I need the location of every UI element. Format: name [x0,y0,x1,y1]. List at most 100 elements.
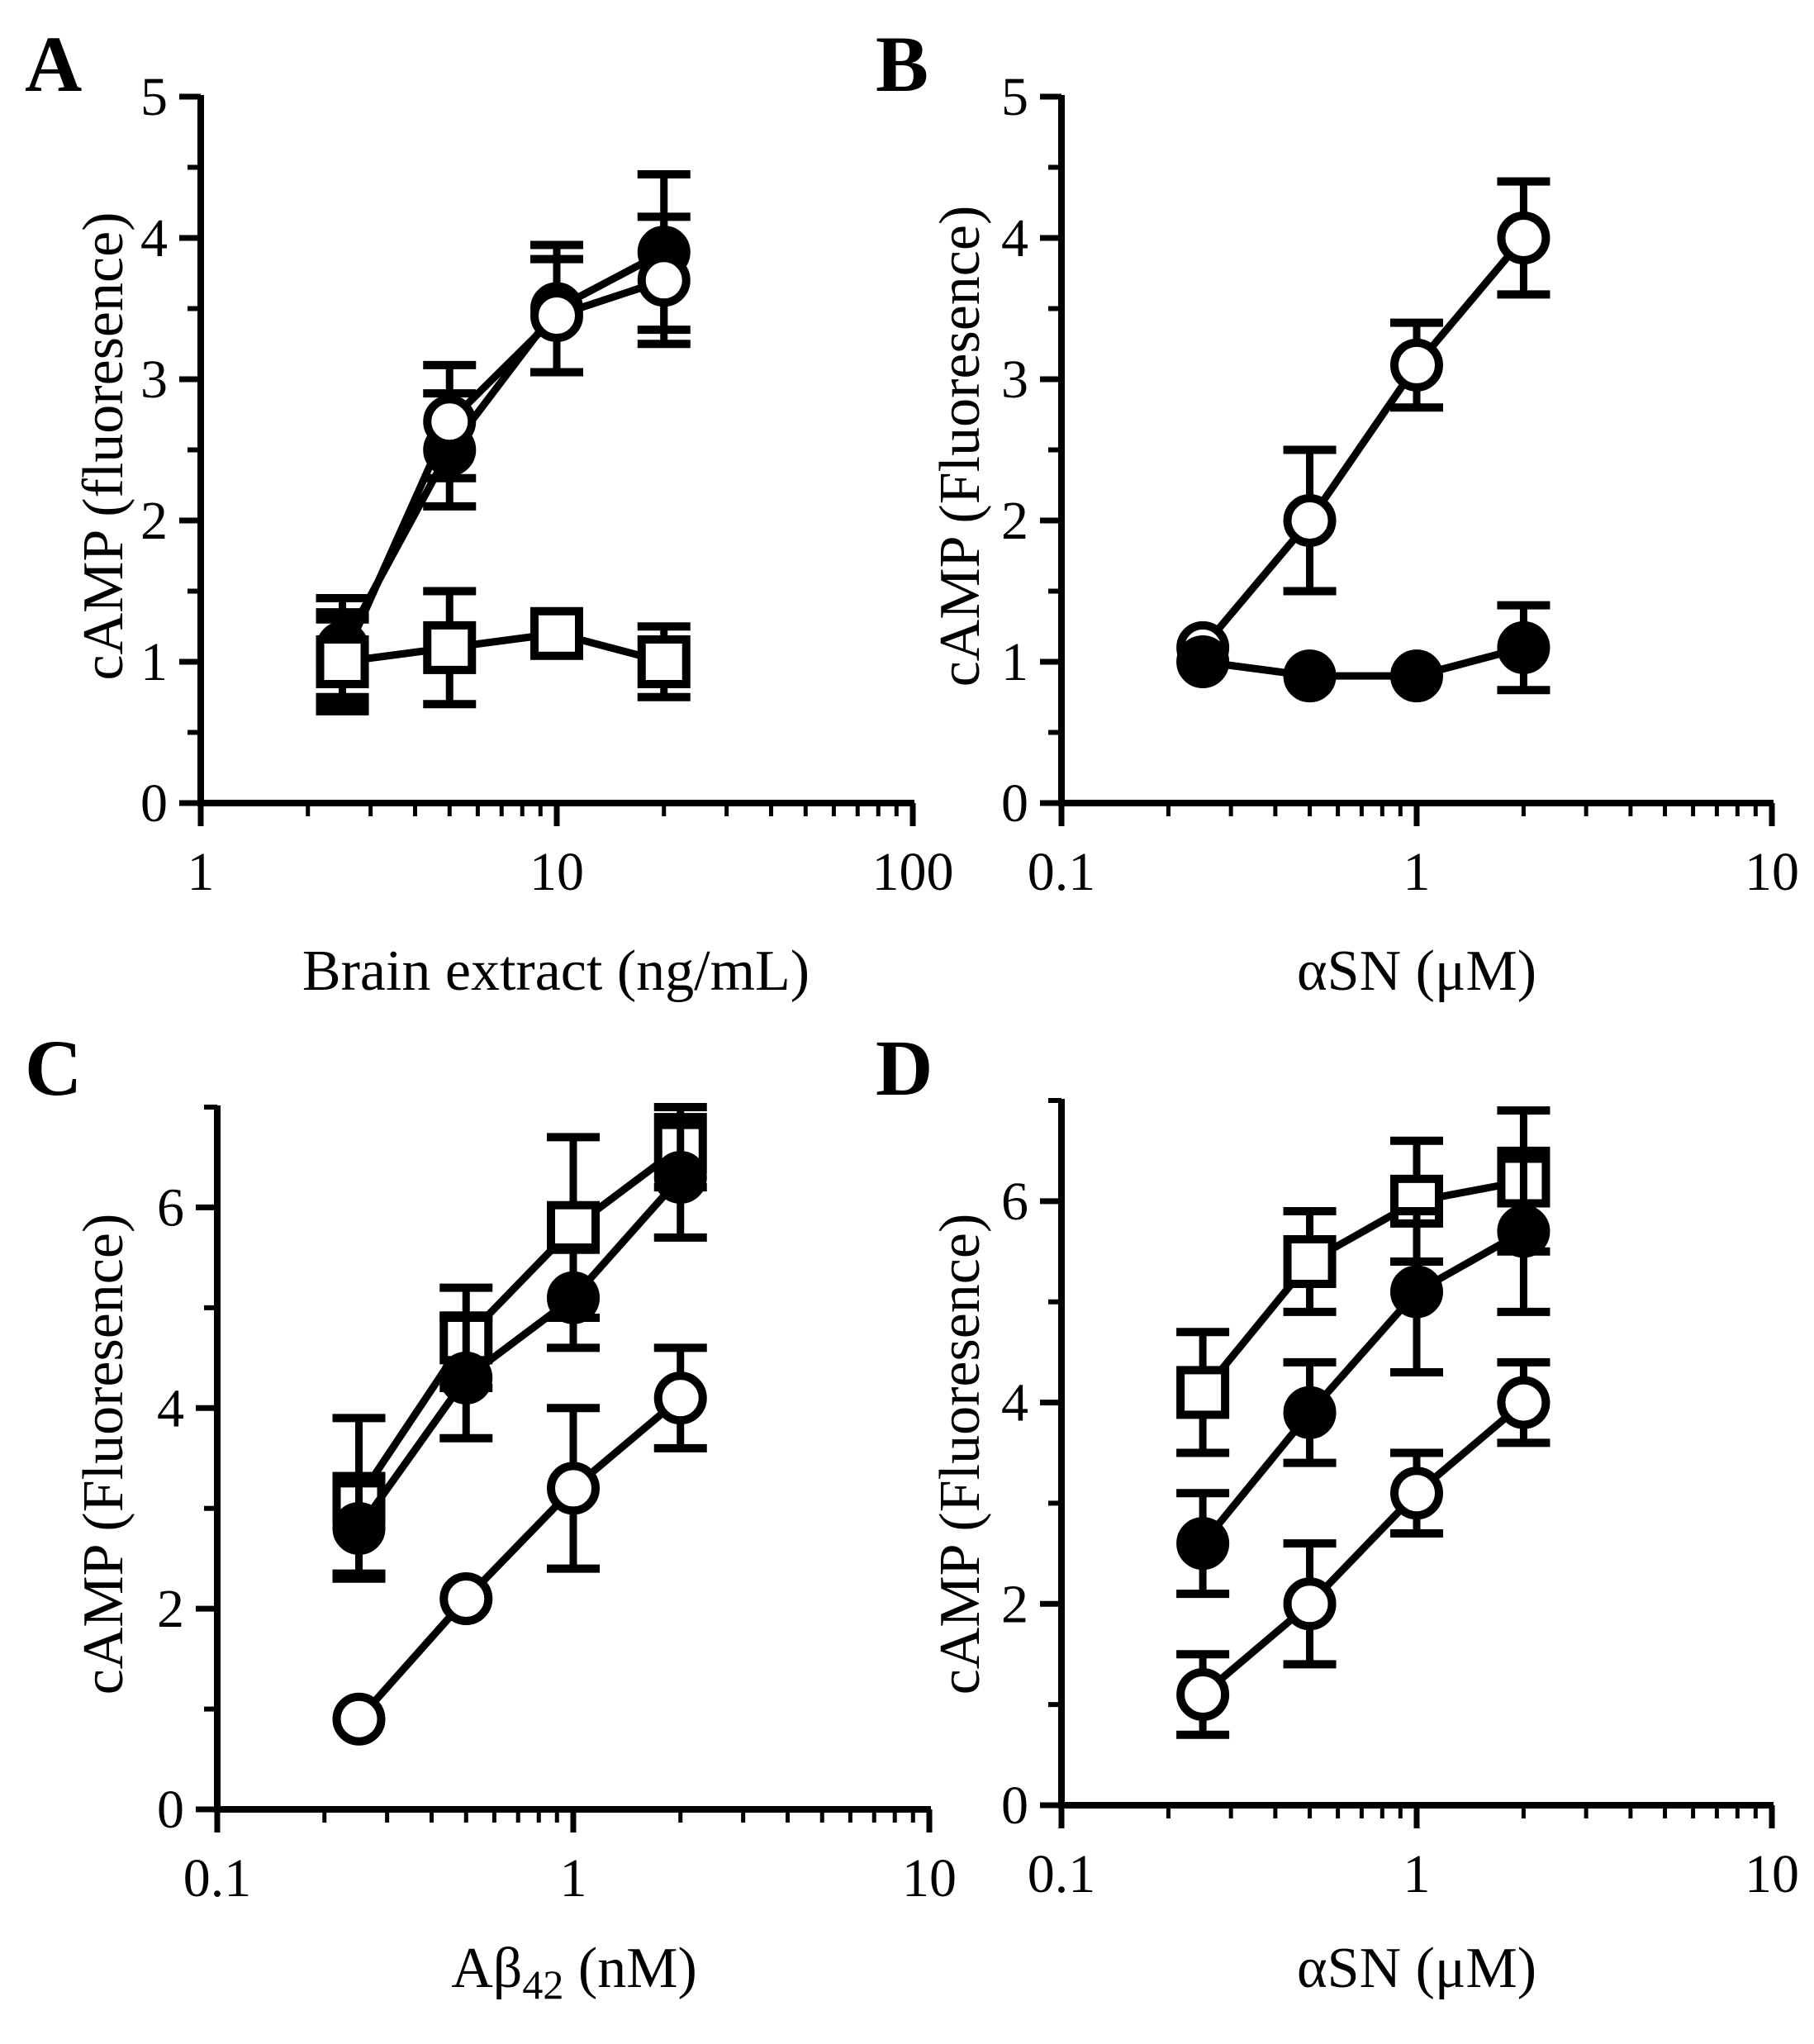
panel-b-filled-circle-line [1202,644,1525,680]
panel-c-open-square-point [547,1200,600,1254]
panel-c-open-circle-series [332,1343,707,1746]
panel-c-y-tick-label: 4 [157,1378,184,1438]
panel-c-y-tick-label: 0 [157,1780,184,1840]
panel-c-filled-circle-point [332,1502,386,1555]
panel-c-open-square-line [355,1143,683,1501]
panel-d-x-tick-label: 10 [1745,1844,1799,1904]
panel-d-open-circle-point [1283,1577,1337,1631]
panel-d-open-circle-line [1200,1400,1527,1698]
panel-a-x-tick-label: 100 [872,842,954,902]
panel-b-filled-circle-point [1283,649,1337,703]
panel-c-filled-circle-point [439,1351,493,1405]
panel-b-x-tick-label: 0.1 [1028,842,1096,902]
panel-d-y-tick-label: 6 [1001,1172,1028,1232]
panel-a-open-circle-point [637,254,691,307]
panel-a-open-square-series [316,587,691,715]
panel-label-b: B [876,20,928,108]
panel-d-open-square-line [1199,1177,1525,1395]
panel-b-filled-circle-point [1390,649,1443,703]
panel-c-x-tick-label: 10 [902,1848,957,1909]
panel-d-filled-circle-point [1176,1517,1230,1571]
panel-c-open-square-series [332,1103,707,1583]
panel-d-open-square-point [1176,1366,1230,1419]
panel-b-filled-circle-point [1497,620,1550,674]
panel-a-open-square-point [637,635,691,688]
panel-a-open-square-point [316,635,369,688]
panel-b-x-tick-label: 1 [1403,842,1431,902]
panel-c-filled-circle-point [547,1271,600,1324]
panel-d-y-tick-label: 4 [1001,1373,1028,1433]
panel-a-y-tick-label: 3 [140,349,168,410]
panel-d-y-tick-label: 2 [1001,1574,1028,1634]
panel-a-y-tick-label: 4 [140,208,168,269]
panel-d-open-square-point [1283,1234,1337,1288]
panel-d-open-square-series [1176,1106,1550,1457]
panel-d-x-axis-title: αSN (μM) [1297,1937,1536,2000]
panel-c-x-tick-label: 0.1 [183,1848,252,1909]
panel-d-ticks: 0 2 4 6 0.1 1 10 [1001,1098,1799,1904]
panel-a-x-tick-label: 1 [188,842,215,902]
panel-d-open-circle-point [1176,1667,1230,1721]
panel-d-filled-circle-point [1390,1265,1443,1319]
panel-b-series [1176,177,1550,703]
panel-c: C 0 2 4 6 0.1 1 10 Aβ42 (nM) cAMP (Fluoresence… [25,1024,957,2008]
panel-c-open-circle-point [547,1462,600,1515]
panel-b-open-circle-point [1283,494,1337,547]
panel-b-filled-circle-series [1176,601,1550,703]
panel-d-y-tick-label: 0 [1001,1775,1028,1836]
panel-b-open-circle-point [1390,338,1443,392]
panel-c-y-tick-label: 2 [157,1579,184,1639]
panel-label-c: C [25,1024,82,1112]
panel-a-axes [197,95,914,806]
panel-b-x-axis-title: αSN (μM) [1297,939,1536,1003]
panel-b-ticks: 0 1 2 3 4 5 0.1 1 10 [1001,67,1799,902]
panel-d-x-tick-label: 0.1 [1028,1844,1096,1904]
panel-b-y-tick-label: 0 [1001,773,1028,834]
panel-c-open-circle-point [439,1572,493,1625]
panel-d-filled-circle-point [1497,1205,1550,1258]
panel-c-open-circle-line [356,1395,683,1722]
panel-a-filled-circle-series [316,170,691,701]
panel-b-y-tick-label: 5 [1001,67,1028,127]
panel-a-x-tick-label: 10 [529,842,584,902]
panel-b-y-tick-label: 3 [1001,349,1028,410]
panel-c-x-axis-title: Aβ42 (nM) [451,1937,697,2008]
panel-a-y-tick-label: 0 [140,773,168,834]
panel-a-filled-circle-line [339,249,666,650]
panel-a-open-square-point [423,620,477,674]
panel-d-x-tick-label: 1 [1403,1844,1431,1904]
panel-d-open-circle-point [1390,1466,1443,1520]
panel-b-y-tick-label: 1 [1001,632,1028,692]
panel-d-filled-circle-line [1199,1228,1526,1547]
panel-c-open-circle-point [653,1371,707,1425]
panel-d-filled-circle-series [1176,1146,1550,1599]
panel-b-open-circle-point [1497,212,1550,264]
panel-d: D 0 2 4 6 0.1 1 10 αSN (μM) cAMP (Fluoresence) [876,1024,1799,2000]
panel-label-a: A [25,20,82,108]
panel-a-y-tick-label: 5 [140,67,168,127]
panel-a-open-square-line [341,630,665,666]
panel-a-open-circle-line [339,277,666,663]
panel-a-y-tick-label: 1 [140,632,168,692]
panel-b-y-tick-label: 4 [1001,208,1028,269]
panel-d-open-circle-series [1176,1357,1550,1739]
panel-a-open-circle-point [530,289,583,343]
panel-d-open-circle-point [1497,1376,1550,1429]
panel-c-ticks: 0 2 4 6 0.1 1 10 [157,1105,957,1909]
panel-b-x-tick-label: 10 [1745,842,1799,902]
panel-b: B 0 1 2 3 4 5 0.1 1 10 αSN (μM) cAMP (Fluoresenc… [876,20,1799,1003]
panel-b-open-circle-line [1199,235,1527,650]
panel-c-y-tick-label: 6 [157,1177,184,1238]
panel-b-y-axis-title: cAMP (Fluoresence) [928,206,992,687]
panel-d-y-axis-title: cAMP (Fluoresence) [928,1214,992,1695]
panel-c-filled-circle-point [653,1151,707,1204]
panel-a-series [316,170,691,715]
panel-a-x-axis-title: Brain extract (ng/mL) [302,939,810,1003]
panel-c-filled-circle-series [332,1113,707,1578]
panel-b-open-circle-series [1176,177,1550,674]
panel-a-open-circle-point [423,395,477,449]
panel-c-filled-circle-line [355,1175,684,1531]
